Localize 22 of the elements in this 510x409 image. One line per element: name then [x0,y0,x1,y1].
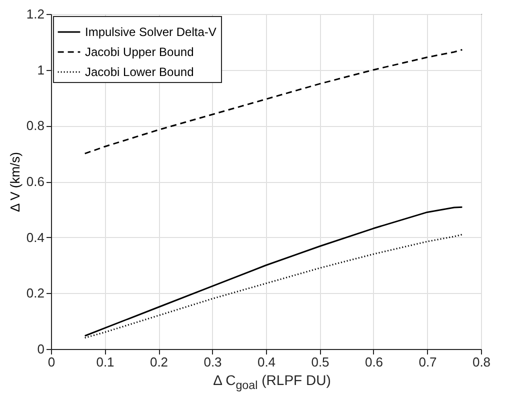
x-tick-label: 0.2 [150,354,168,370]
y-tick-label: 0 [37,342,44,356]
y-tick-label: 0.2 [26,286,44,301]
x-tick-label: 0.5 [311,354,330,370]
y-tick-label: 0.8 [26,118,44,134]
x-axis-title: Δ C$_{goal}$ (RLPF DU) [212,372,332,392]
x-tick-label: 0.6 [364,354,384,370]
x-tick-label: 0.4 [257,354,276,370]
legend-label: Impulsive Solver Delta-V [85,25,216,39]
line-series [84,48,463,154]
x-tick-label: 0 [48,354,56,370]
legend-label: Jacobi Lower Bound [85,65,194,79]
y-tick-label: 0.4 [26,230,44,245]
x-tick-label: 0.7 [418,354,437,370]
x-tick-label: 0.3 [204,354,222,370]
y-tick-label: 1.2 [26,6,44,22]
y-axis-title: Δ V (km/s) [7,152,22,212]
x-tick-label: 0.8 [472,354,491,370]
x-tick-label: 0.1 [96,354,114,370]
y-tick-label: 0.6 [26,174,44,189]
legend-label: Jacobi Upper Bound [85,45,194,59]
y-tick-label: 1 [37,62,44,78]
